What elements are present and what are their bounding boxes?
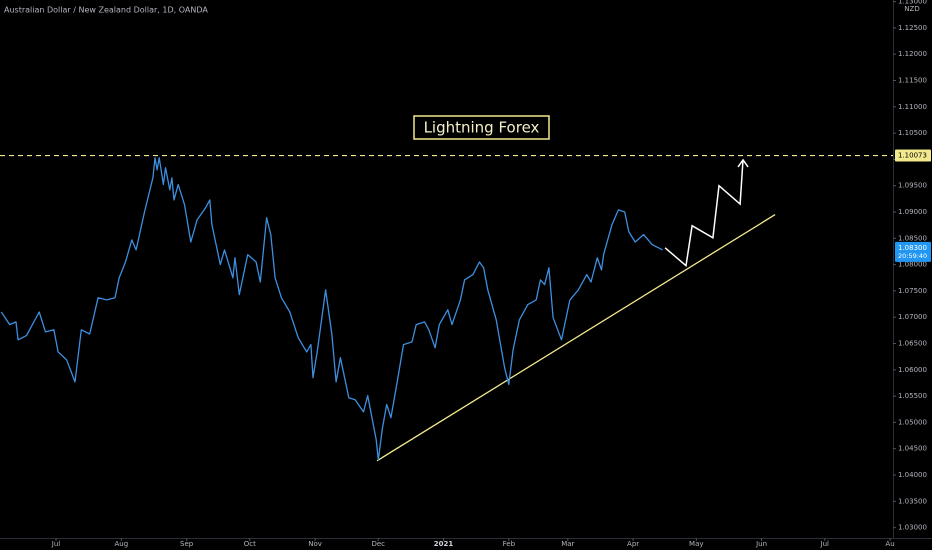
y-tick-label: 1.12500 bbox=[898, 24, 927, 32]
x-tick-label: Feb bbox=[503, 540, 516, 548]
y-tick-label: 1.04500 bbox=[898, 445, 927, 453]
y-tick-label: 1.09500 bbox=[898, 182, 927, 190]
y-tick-label: 1.04000 bbox=[898, 471, 927, 479]
resistance-price-label: 1.10073 bbox=[898, 152, 927, 160]
y-tick-label: 1.07500 bbox=[898, 287, 927, 295]
projection-arrowhead bbox=[737, 158, 749, 168]
y-tick-label: 1.06500 bbox=[898, 340, 927, 348]
y-tick-label: 1.09000 bbox=[898, 208, 927, 216]
y-tick-label: 1.12000 bbox=[898, 50, 927, 58]
x-tick-label: Sep bbox=[180, 540, 194, 548]
y-tick-label: 1.03500 bbox=[898, 497, 927, 505]
y-tick-label: 1.03000 bbox=[898, 524, 927, 532]
x-tick-label: Aug bbox=[114, 540, 128, 548]
y-tick-label: 1.08000 bbox=[898, 261, 927, 269]
y-tick-label: 1.08500 bbox=[898, 234, 927, 242]
x-tick-label: Jul bbox=[820, 540, 830, 548]
y-tick-label: 1.05500 bbox=[898, 392, 927, 400]
x-tick-label: Dec bbox=[371, 540, 385, 548]
annotation-text: Lightning Forex bbox=[424, 119, 540, 137]
projection-path bbox=[664, 159, 744, 268]
trendline bbox=[376, 214, 776, 462]
x-tick-label: Apr bbox=[627, 540, 639, 548]
x-tick-label: Jun bbox=[755, 540, 767, 548]
y-tick-label: 1.05000 bbox=[898, 418, 927, 426]
resistance-price-box bbox=[895, 149, 931, 162]
y-tick-label: 1.11000 bbox=[898, 103, 927, 111]
x-tick-label: Mar bbox=[561, 540, 574, 548]
x-tick-label: 2021 bbox=[434, 540, 454, 548]
y-tick-label: 1.13000 bbox=[898, 0, 927, 6]
x-tick-label: Jul bbox=[51, 540, 61, 548]
chart-title: Australian Dollar / New Zealand Dollar, … bbox=[4, 6, 208, 15]
last-price-label: 1.08300 bbox=[898, 244, 927, 252]
x-tick-label: May bbox=[689, 540, 703, 548]
plot-area: Lightning Forex bbox=[0, 115, 893, 462]
annotation: Lightning Forex bbox=[413, 115, 550, 140]
y-tick-label: 1.10500 bbox=[898, 129, 927, 137]
y-tick-label: 1.06000 bbox=[898, 366, 927, 374]
last-price-box bbox=[895, 241, 931, 262]
y-tick-label: 1.07000 bbox=[898, 313, 927, 321]
currency-label: NZD bbox=[904, 5, 919, 13]
x-tick-label: Oct bbox=[244, 540, 256, 548]
annotation-box bbox=[413, 115, 550, 140]
x-tick-label: Nov bbox=[308, 540, 322, 548]
y-tick-label: 1.11500 bbox=[898, 76, 927, 84]
price-line bbox=[0, 157, 663, 461]
x-tick-label: Au bbox=[885, 540, 894, 548]
countdown-label: 20:59:40 bbox=[898, 252, 927, 260]
